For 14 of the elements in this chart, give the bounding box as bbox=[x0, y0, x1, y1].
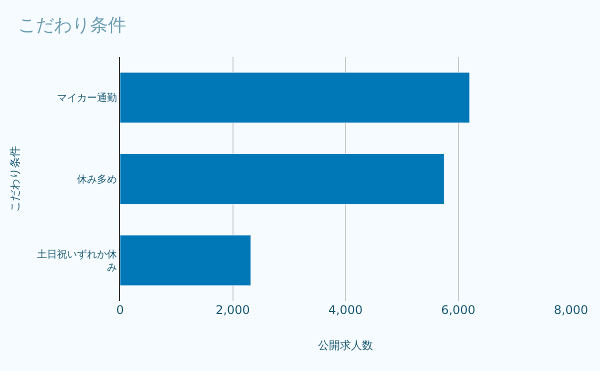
x-tick-label: 0 bbox=[116, 303, 124, 317]
y-tick-label: 休み多め bbox=[77, 174, 117, 186]
bar bbox=[120, 234, 252, 286]
x-tick-label: 8,000 bbox=[554, 303, 588, 317]
bar bbox=[120, 72, 470, 124]
y-tick-label: マイカー通勤 bbox=[57, 92, 117, 104]
x-tick-label: 2,000 bbox=[216, 303, 250, 317]
y-axis-title: こだわり条件 bbox=[8, 146, 22, 212]
x-axis-title: 公開求人数 bbox=[318, 339, 373, 352]
x-tick-label: 6,000 bbox=[441, 303, 476, 317]
y-tick-label: 土日祝いずれか休み bbox=[37, 248, 117, 274]
chart-title: こだわり条件 bbox=[18, 15, 126, 36]
bar bbox=[120, 154, 444, 204]
x-tick-label: 4,000 bbox=[328, 303, 363, 317]
